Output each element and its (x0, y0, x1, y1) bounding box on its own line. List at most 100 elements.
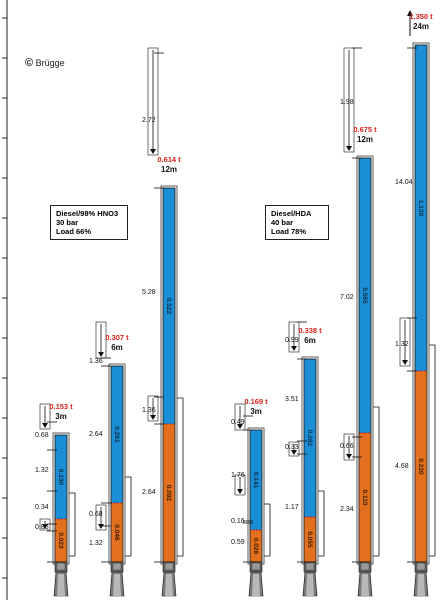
config-box-left: Diesel/98% HNO3 30 bar Load 66% (50, 205, 128, 240)
engine-detail (305, 562, 315, 571)
dimension-arrow-head (291, 346, 297, 351)
dimension-label: 0.86 (35, 523, 49, 531)
stage-mass-label: 0.675 t (353, 125, 377, 134)
dimension-label: 2.72 (142, 116, 156, 124)
config-right-line-1: Diesel/HDA (271, 209, 312, 218)
dimension-arrow-head (42, 423, 48, 428)
stage-length-label: 3m (55, 412, 67, 421)
fuel-tank (111, 503, 123, 562)
dimension-label: 2.64 (89, 430, 103, 438)
stage-mass-label: 0.153 t (49, 402, 73, 411)
oxidizer-tank (304, 359, 316, 517)
fuel-mass-value: 0.110 (361, 490, 368, 506)
engine-nozzle-shade (361, 574, 369, 596)
config-box-right: Diesel/HDA 40 bar Load 78% (265, 205, 329, 240)
oxidizer-mass-value: 1.130 (417, 200, 424, 217)
engine-detail (112, 562, 122, 571)
oxidizer-mass-value: 0.261 (113, 426, 120, 443)
dimension-label: 0.59 (231, 538, 245, 546)
stage-bracket (69, 492, 76, 557)
fuel-mass-value: 0.028 (252, 538, 259, 555)
engine-nozzle-shade (113, 574, 121, 596)
stage-length-label: 24m (412, 22, 430, 31)
fuel-tank (250, 530, 262, 562)
engine-detail (56, 562, 66, 571)
fuel-mass-value: 0.220 (417, 458, 424, 475)
stage-mass-label: 0.338 t (298, 326, 322, 335)
oxidizer-mass-value: 0.522 (165, 298, 172, 315)
stage-length-label: 6m (111, 343, 123, 352)
dimension-label: 5.28 (142, 288, 156, 296)
config-right-line-2: 40 bar (271, 218, 294, 227)
dimension-arrow-head (346, 454, 352, 459)
dimension-arrow-head (402, 360, 408, 365)
dimension-label: 0.99 (285, 336, 299, 344)
stage-bracket (373, 406, 380, 557)
engine-detail (164, 562, 174, 571)
dimension-arrow-head (237, 424, 243, 429)
fuel-tank (359, 433, 371, 562)
stage-bracket (264, 503, 271, 557)
oxidizer-tank (250, 430, 262, 530)
fuel-tank (55, 519, 67, 562)
dimension-label: 2.64 (142, 489, 156, 496)
oxidizer-tank (415, 45, 427, 371)
engine-detail (360, 562, 370, 571)
oxidizer-mass-value: 0.565 (361, 287, 368, 304)
stage-mass-label: 0.169 t (244, 397, 268, 406)
dimension-label: 4.68 (395, 462, 409, 470)
copyright-symbol: © (25, 57, 34, 69)
dimension-label: 0.16 (231, 518, 245, 525)
stage-mass-label: 1.350 t (409, 12, 433, 21)
dimension-label: 0.34 (35, 503, 49, 511)
engine-detail (416, 562, 426, 571)
dimension-label: 0.49 (231, 419, 245, 426)
dimension-label: 1.98 (340, 99, 354, 106)
dimension-arrow-head (98, 352, 104, 357)
engine-nozzle-shade (417, 574, 425, 596)
fuel-mass-value: 0.055 (306, 531, 313, 548)
dimension-label: 1.17 (285, 504, 299, 511)
dimension-label: 0.68 (89, 510, 103, 518)
dimension-arrow-head (237, 489, 243, 494)
stage-mass-label: 0.614 t (157, 155, 181, 164)
stage-bracket (429, 344, 436, 557)
fuel-mass-value: 0.023 (57, 532, 64, 549)
dimension-label: 0.66 (340, 443, 354, 450)
fuel-tank (304, 517, 316, 562)
stage-bracket (125, 476, 132, 557)
oxidizer-tank (163, 188, 175, 424)
oxidizer-mass-value: 0.130 (57, 469, 64, 486)
stage-bracket (318, 490, 325, 557)
config-left-line-2: 30 bar (56, 218, 79, 227)
config-right-line-3: Load 78% (271, 227, 307, 236)
dimension-label: 0.68 (35, 432, 49, 439)
dimension-label: 3.51 (285, 396, 299, 403)
oxidizer-tank (55, 435, 67, 519)
dimension-arrow-head (150, 415, 156, 420)
dimension-label: 1.76 (231, 471, 245, 479)
dimension-label: 1.36 (142, 406, 156, 414)
dimension-label: 14.04 (395, 179, 413, 186)
fuel-mass-value: 0.092 (165, 485, 172, 502)
dimension-label: 0.33 (285, 443, 299, 451)
stage-length-label: 12m (356, 135, 374, 144)
engine-detail (251, 562, 261, 571)
stage-bracket (177, 397, 184, 557)
dimension-label: 7.02 (340, 293, 354, 301)
dimension-arrow-head (291, 450, 297, 455)
config-left-line-1: Diesel/98% HNO3 (56, 209, 119, 218)
engine-nozzle-shade (252, 574, 260, 596)
up-arrow-head (407, 10, 413, 16)
oxidizer-tank (111, 366, 123, 503)
dimension-arrow-head (98, 524, 104, 529)
stage-length-label: 12m (160, 165, 178, 174)
oxidizer-mass-value: 0.141 (252, 472, 259, 489)
fuel-tank (415, 371, 427, 562)
config-left-line-3: Load 66% (56, 227, 92, 236)
dimension-label: 1.32 (35, 466, 49, 474)
credit-name: Brügge (35, 58, 65, 68)
stage-length-label: 3m (250, 407, 262, 416)
stage-length-label: 6m (304, 336, 316, 345)
